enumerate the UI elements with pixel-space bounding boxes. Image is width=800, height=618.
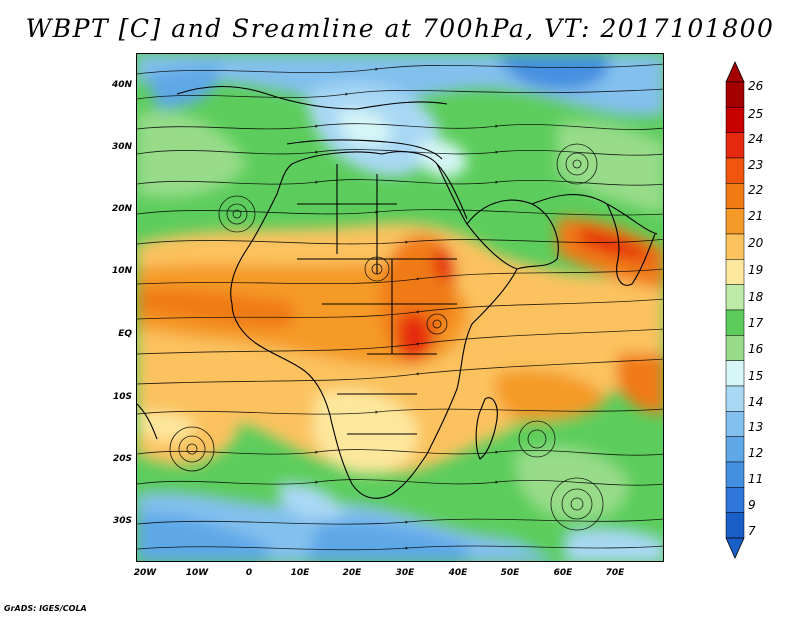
lat-label-20s: 20S	[112, 454, 132, 464]
colorbar-label-14: 14	[748, 395, 764, 409]
lon-label-70e: 70E	[605, 568, 625, 578]
lon-label-10e: 10E	[290, 568, 310, 578]
colorbar-label-16: 16	[748, 342, 764, 356]
lat-label-eq: EQ	[118, 329, 132, 339]
lat-label-10n: 10N	[111, 266, 132, 276]
colorbar-swatch-20	[725, 233, 745, 260]
colorbar-swatch-17	[725, 309, 745, 336]
wbpt-field	[137, 54, 663, 561]
colorbar-label-26: 26	[748, 79, 764, 93]
colorbar-swatch-7	[725, 512, 745, 539]
lon-label-10w: 10W	[185, 568, 209, 578]
colorbar-label-18: 18	[748, 290, 764, 304]
colorbar-label-23: 23	[748, 158, 764, 172]
colorbar-swatch-22	[725, 183, 745, 209]
colorbar-swatch-26	[725, 81, 745, 108]
grads-credit: GrADS: IGES/COLA	[4, 604, 87, 613]
lon-label-60e: 60E	[553, 568, 573, 578]
colorbar-swatch-24	[725, 132, 745, 159]
streamlines	[137, 63, 663, 551]
coastlines	[137, 85, 658, 499]
colorbar-swatch-25	[725, 107, 745, 133]
colorbar-swatch-23	[725, 157, 745, 184]
lon-label-20e: 20E	[342, 568, 362, 578]
lon-label-20w: 20W	[133, 568, 157, 578]
colorbar-swatch-12	[725, 436, 745, 463]
colorbar-label-22: 22	[748, 183, 764, 197]
lat-label-30n: 30N	[111, 142, 132, 152]
colorbar	[725, 61, 745, 559]
lon-label-0: 0	[245, 568, 253, 578]
colorbar-label-12: 12	[748, 446, 764, 460]
colorbar-top-arrow	[725, 61, 745, 83]
colorbar-label-25: 25	[748, 107, 764, 121]
colorbar-swatch-19	[725, 259, 745, 285]
colorbar-swatch-15	[725, 360, 745, 387]
lat-label-30s: 30S	[112, 516, 132, 526]
colorbar-label-24: 24	[748, 132, 764, 146]
wbpt-streamline-map	[137, 54, 663, 561]
colorbar-swatch-13	[725, 411, 745, 437]
colorbar-swatch-16	[725, 335, 745, 361]
colorbar-bottom-arrow	[725, 537, 745, 559]
colorbar-label-9: 9	[748, 498, 756, 512]
lon-label-40e: 40E	[448, 568, 468, 578]
colorbar-swatch-21	[725, 208, 745, 235]
colorbar-swatch-9	[725, 487, 745, 513]
colorbar-label-20: 20	[748, 236, 764, 250]
colorbar-label-13: 13	[748, 420, 764, 434]
map-title: WBPT [C] and Sreamline at 700hPa, VT: 20…	[25, 14, 775, 43]
colorbar-label-7: 7	[748, 524, 756, 538]
map-plot-area	[136, 53, 664, 562]
lat-label-10s: 10S	[112, 392, 132, 402]
lon-label-30e: 30E	[395, 568, 415, 578]
colorbar-swatch-14	[725, 385, 745, 412]
colorbar-label-17: 17	[748, 316, 764, 330]
colorbar-label-11: 11	[748, 472, 764, 486]
lon-label-50e: 50E	[500, 568, 520, 578]
colorbar-label-21: 21	[748, 209, 764, 223]
colorbar-swatch-11	[725, 461, 745, 488]
lat-label-20n: 20N	[111, 204, 132, 214]
colorbar-label-19: 19	[748, 263, 764, 277]
lat-label-40n: 40N	[111, 80, 132, 90]
colorbar-label-15: 15	[748, 369, 764, 383]
colorbar-swatch-18	[725, 284, 745, 311]
